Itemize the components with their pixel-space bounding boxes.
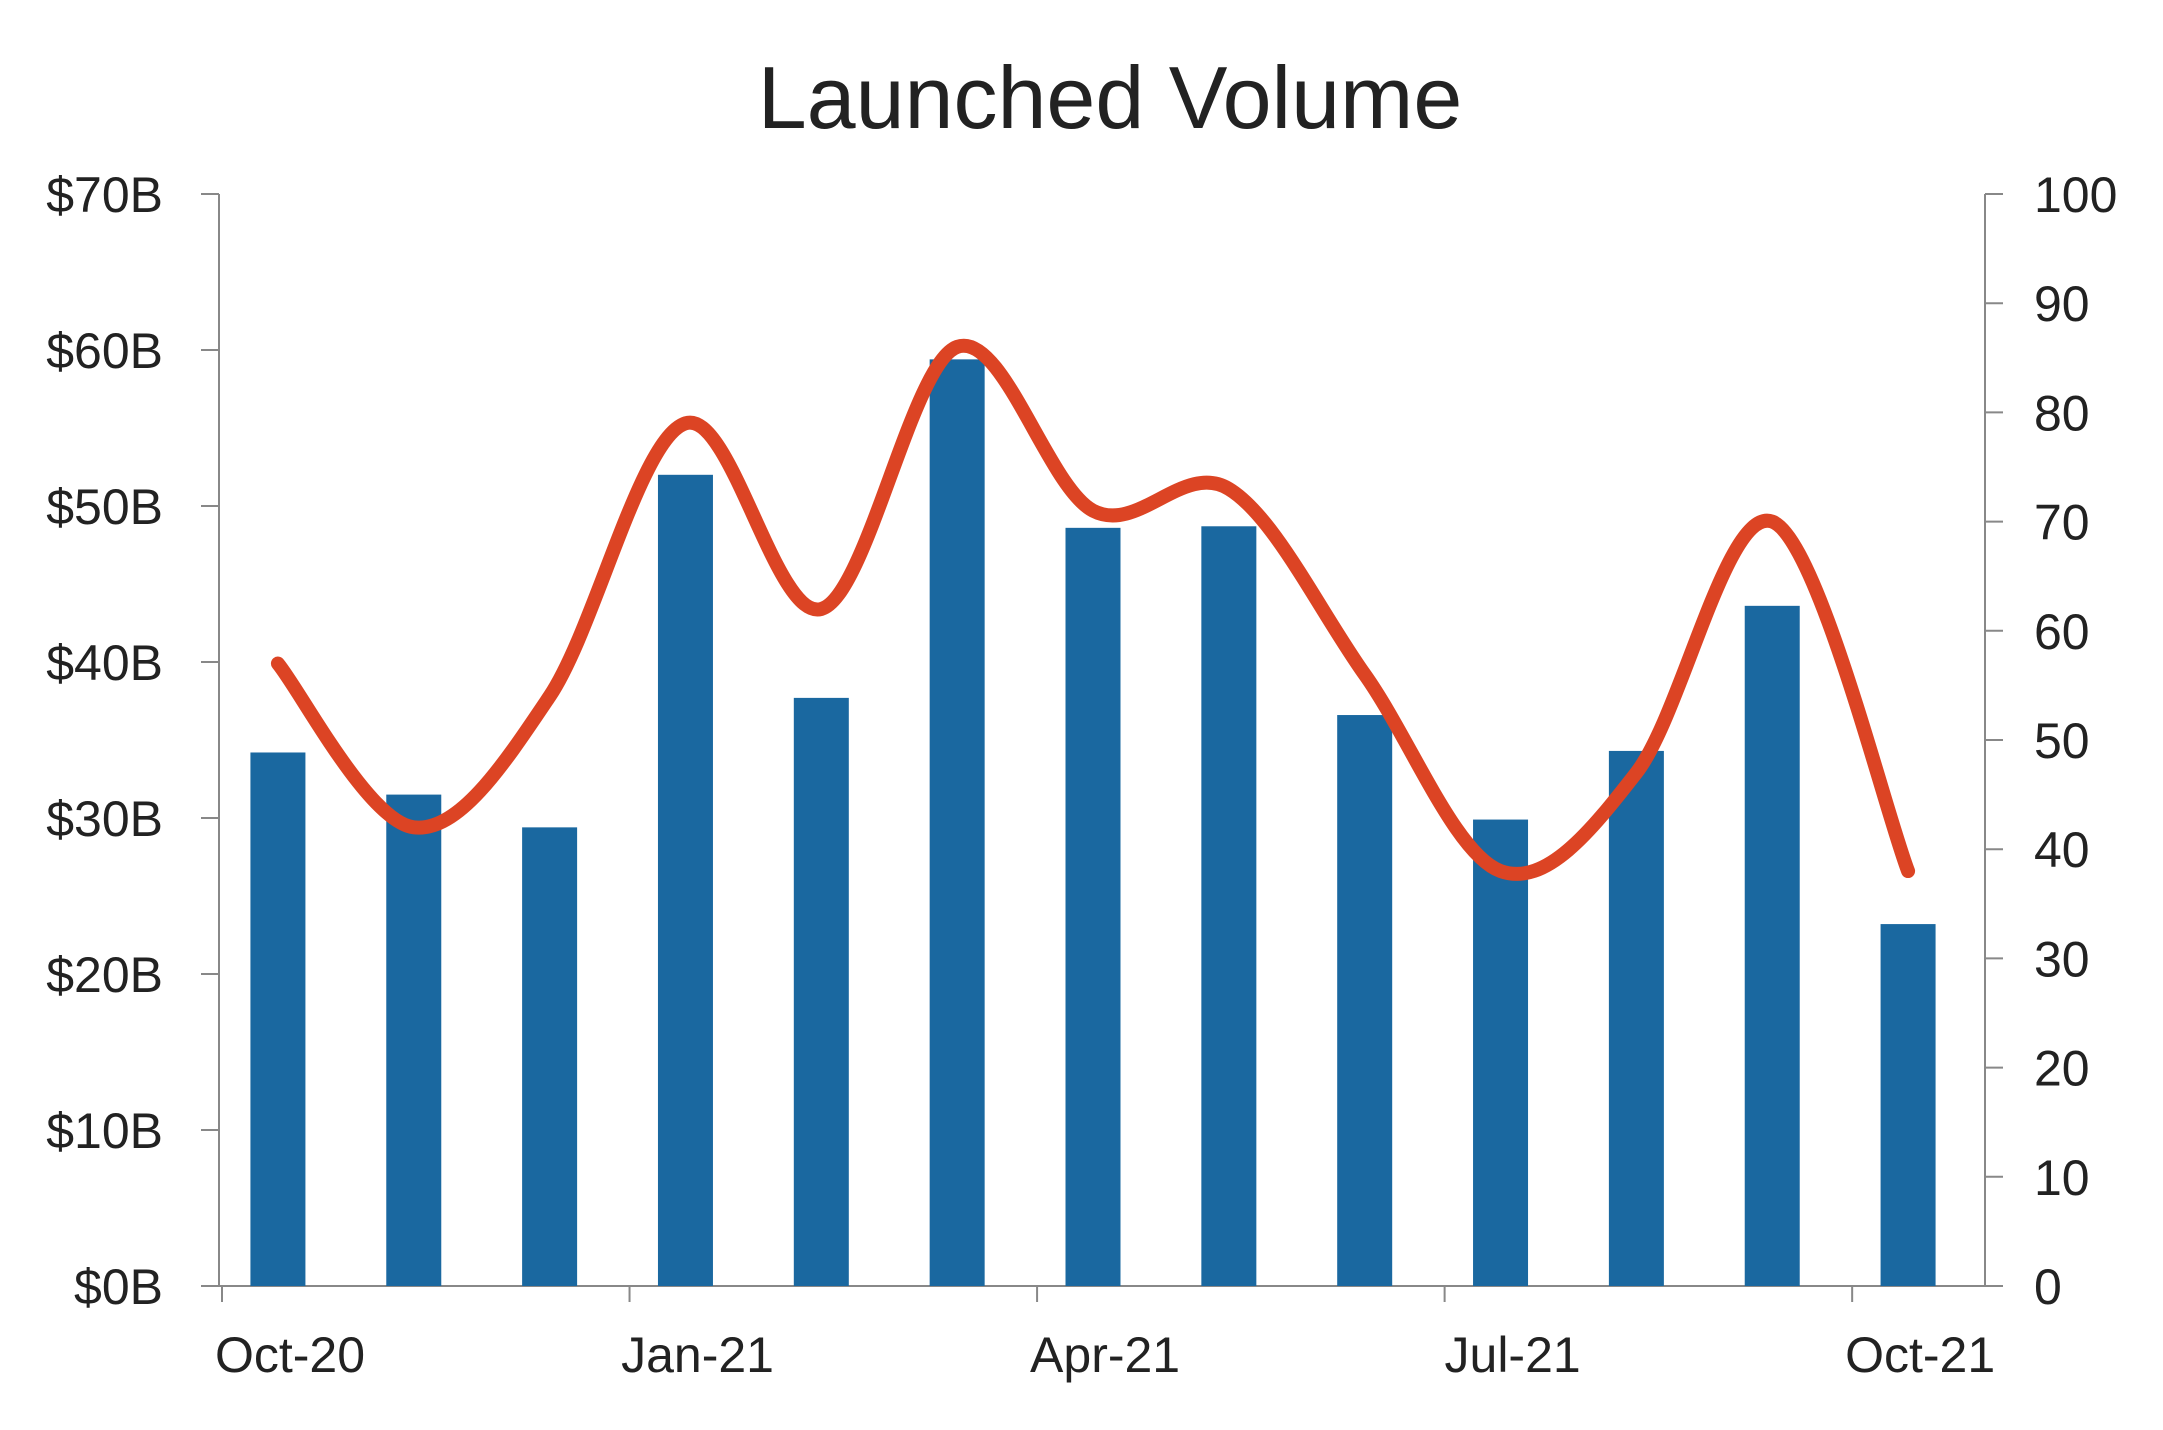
- left-axis-tick-label: $40B: [46, 635, 163, 691]
- right-axis-tick-label: 0: [2034, 1259, 2062, 1315]
- left-axis-tick-label: $0B: [74, 1259, 163, 1315]
- tick-labels: $0B $10B $20B $30B $40B $50B $60B $70B 0 10 20 30 40…: [46, 167, 2117, 1383]
- bar: [793, 697, 849, 1286]
- left-axis-tick-label: $10B: [46, 1103, 163, 1159]
- left-axis-tick-label: $20B: [46, 947, 163, 1003]
- bar: [657, 474, 713, 1286]
- bar: [1065, 527, 1121, 1286]
- bar-series: [250, 359, 1936, 1286]
- bar: [386, 794, 442, 1286]
- right-axis-tick-label: 40: [2034, 822, 2090, 878]
- bar: [1473, 819, 1529, 1286]
- x-axis-tick-label: Oct-20: [215, 1327, 365, 1383]
- right-axis-tick-label: 60: [2034, 604, 2090, 660]
- bar: [1201, 526, 1257, 1286]
- bar: [250, 752, 306, 1286]
- left-axis-tick-label: $60B: [46, 323, 163, 379]
- bar: [522, 827, 578, 1286]
- bar: [1337, 715, 1393, 1286]
- right-axis-tick-label: 30: [2034, 931, 2090, 987]
- right-axis-tick-label: 100: [2034, 167, 2117, 223]
- bar: [1880, 924, 1936, 1286]
- right-axis-tick-label: 70: [2034, 495, 2090, 551]
- right-axis-tick-label: 90: [2034, 276, 2090, 332]
- bar: [929, 359, 985, 1286]
- chart-title: Launched Volume: [758, 48, 1463, 147]
- x-axis-tick-label: Jan-21: [621, 1327, 774, 1383]
- right-axis-tick-label: 10: [2034, 1150, 2090, 1206]
- right-axis-tick-label: 80: [2034, 385, 2090, 441]
- x-axis-tick-label: Oct-21: [1845, 1327, 1995, 1383]
- right-axis-tick-label: 20: [2034, 1041, 2090, 1097]
- bar: [1608, 750, 1664, 1286]
- line-path: [270, 338, 1916, 881]
- bar: [1744, 605, 1800, 1286]
- x-axis-tick-label: Apr-21: [1030, 1327, 1180, 1383]
- left-axis-tick-label: $50B: [46, 479, 163, 535]
- left-axis-tick-label: $30B: [46, 791, 163, 847]
- line-series: [270, 338, 1916, 881]
- left-axis-tick-label: $70B: [46, 167, 163, 223]
- right-axis-tick-label: 50: [2034, 713, 2090, 769]
- x-axis-tick-label: Jul-21: [1445, 1327, 1581, 1383]
